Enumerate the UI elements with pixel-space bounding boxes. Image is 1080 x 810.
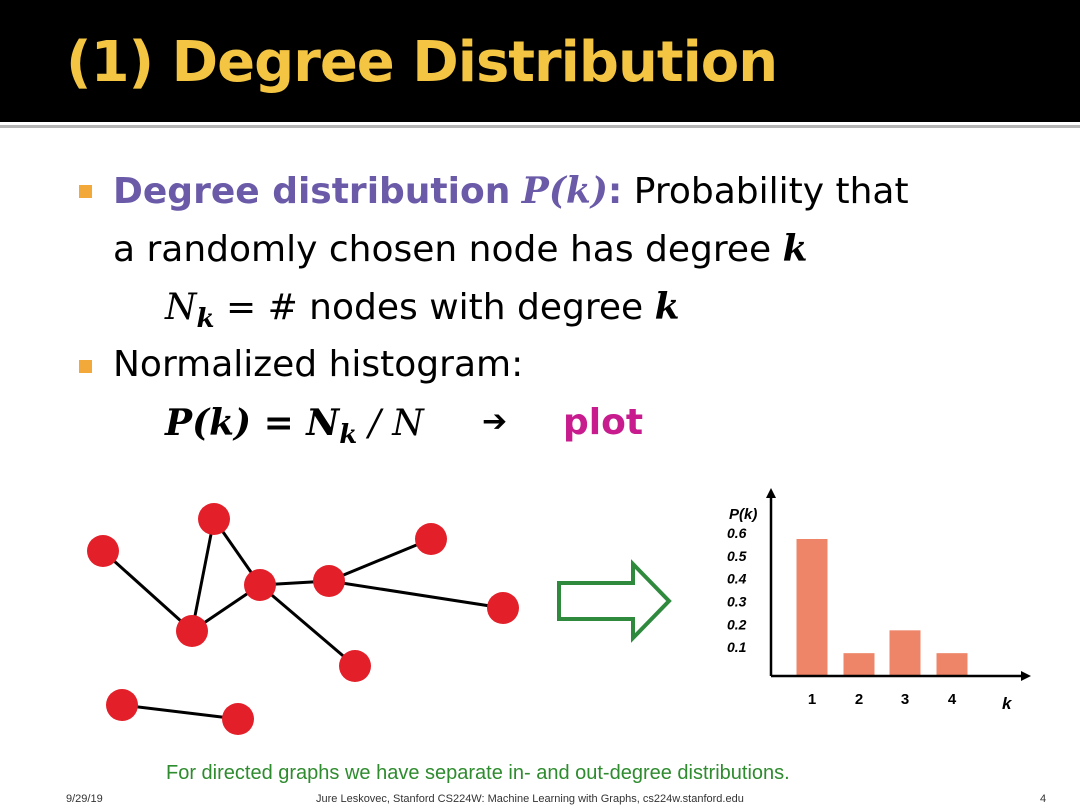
transform-arrow-icon [557, 559, 672, 643]
x-tick-label: 4 [948, 691, 957, 708]
bullet2-text: Normalized histogram: [113, 344, 524, 385]
x-tick-label: 1 [808, 691, 816, 708]
y-tick-label: 0.1 [727, 639, 747, 655]
graph-node [339, 650, 371, 682]
graph-edge [328, 537, 432, 583]
x-tick-label: 3 [901, 691, 909, 708]
graph-node [222, 703, 254, 735]
graph-edge [190, 518, 216, 632]
graph-node [176, 615, 208, 647]
graph-edge [121, 703, 239, 721]
x-tick-label: 2 [855, 691, 863, 708]
plot-word: plot [563, 402, 644, 443]
graph-node [244, 569, 276, 601]
bullet1-k: k [782, 228, 808, 270]
bullet1-text-a: Probability that [622, 171, 909, 212]
formula-sub: k [339, 420, 358, 451]
x-axis-label: k [1002, 694, 1013, 713]
graph-node [313, 565, 345, 597]
title-rule-gray [0, 125, 1080, 128]
y-tick-label: 0.4 [727, 571, 747, 587]
title-bar: (1) Degree Distribution [0, 0, 1080, 122]
footer-date: 9/29/19 [66, 793, 103, 805]
graph-node [487, 592, 519, 624]
graph-edge [328, 579, 504, 610]
title-rule-white [0, 122, 1080, 125]
bullet-square-icon [79, 185, 92, 198]
graph-node [106, 689, 138, 721]
graph-nodes [87, 503, 519, 735]
formula-line: P(k) = Nk / N [165, 402, 424, 450]
graph-node [87, 535, 119, 567]
bullet-square-icon [79, 360, 92, 373]
graph-node [198, 503, 230, 535]
term-colon: : [607, 171, 623, 212]
y-tick-label: 0.6 [727, 525, 747, 541]
nk-definition: Nk = # nodes with degree k [165, 286, 680, 334]
graph-edge [259, 583, 356, 668]
y-axis-label: P(k) [729, 506, 757, 523]
histogram-bar [889, 630, 921, 676]
footer-page-number: 4 [1040, 793, 1047, 805]
graph-edge [101, 549, 194, 633]
bullet1-line1: Degree distribution P(k): Probability th… [113, 170, 909, 212]
nk-N: N [165, 287, 197, 328]
bullet1-line2: a randomly chosen node has degree k [113, 228, 808, 270]
y-axis-arrowhead-icon [766, 488, 776, 498]
y-tick-label: 0.3 [727, 594, 747, 610]
nk-text: = # nodes with degree [214, 287, 655, 328]
term-symbol: P(k) [521, 170, 608, 212]
histogram-bar [796, 539, 828, 676]
x-axis-arrowhead-icon [1021, 671, 1031, 681]
formula-lhs: P(k) = N [165, 402, 340, 444]
histogram-bar [843, 653, 875, 676]
formula-rhs: / N [357, 403, 424, 444]
arrow-icon: ➔ [482, 404, 508, 439]
graph-node [415, 523, 447, 555]
histogram-bar [936, 653, 968, 676]
y-tick-label: 0.2 [727, 616, 747, 632]
y-tick-label: 0.5 [727, 548, 747, 564]
nk-sub: k [196, 304, 215, 335]
nk-k: k [654, 286, 680, 328]
bullet1-text-b: a randomly chosen node has degree [113, 229, 783, 270]
footnote: For directed graphs we have separate in-… [166, 762, 790, 784]
footer-credit: Jure Leskovec, Stanford CS224W: Machine … [316, 793, 744, 805]
term-degree-distribution: Degree distribution [113, 171, 511, 212]
slide-title: (1) Degree Distribution [66, 30, 778, 95]
